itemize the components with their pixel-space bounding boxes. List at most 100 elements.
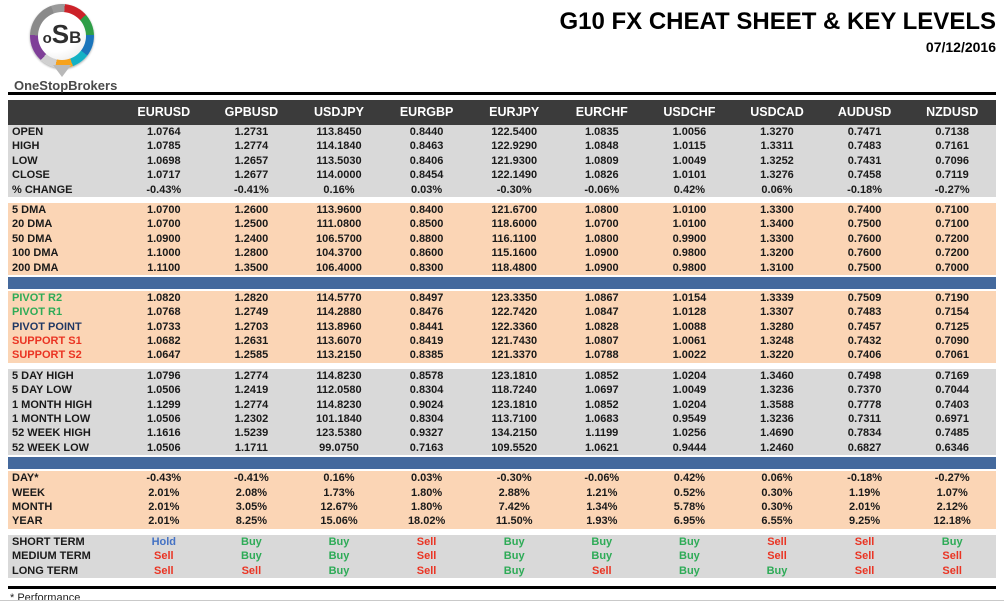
signal-cell: Buy: [679, 535, 700, 548]
value-cell: 1.2460: [760, 441, 794, 454]
value-cell: 1.1100: [147, 261, 181, 274]
row-label: PIVOT POINT: [12, 320, 82, 333]
table-row: 20 DMA 1.0700 1.2500 111.0800 0.8500 118.6000…: [8, 217, 996, 231]
signal-cell: Sell: [592, 564, 612, 577]
value-cell: 0.8440: [409, 126, 444, 138]
value-cell: 114.8230: [316, 398, 362, 411]
section-performance: DAY* -0.43% -0.41% 0.16% 0.03% -0.30% -0.06% 0.…: [8, 471, 996, 529]
header-divider-rule: [8, 92, 996, 95]
section-ranges: 5 DAY HIGH 1.0796 1.2774 114.8230 0.8578 123.…: [8, 368, 996, 456]
value-cell: 114.2880: [316, 306, 362, 319]
table-row: 52 WEEK HIGH 1.1616 1.5239 123.5380 0.9327 13…: [8, 426, 996, 440]
table-row: 52 WEEK LOW 1.0506 1.1711 99.0750 0.7163 109.…: [8, 441, 996, 455]
value-cell: 0.8406: [409, 154, 444, 167]
value-cell: 1.34%: [586, 500, 618, 513]
table-row: PIVOT R1 1.0768 1.2749 114.2880 0.8476 122.74…: [8, 305, 996, 319]
table-row: LOW 1.0698 1.2657 113.5030 0.8406 121.9300 1.0…: [8, 154, 996, 168]
value-cell: 1.80%: [410, 500, 443, 513]
value-cell: 18.02%: [407, 515, 446, 528]
page-bottom-line: [0, 600, 1004, 601]
signal-cell: Sell: [767, 535, 787, 548]
value-cell: 0.9900: [672, 232, 707, 245]
value-cell: 1.3588: [760, 398, 794, 411]
value-cell: -0.27%: [934, 472, 970, 485]
signal-cell: Sell: [942, 550, 962, 563]
value-cell: -0.43%: [146, 183, 182, 196]
signal-cell: Buy: [591, 535, 613, 548]
value-cell: 122.5400: [491, 126, 538, 138]
value-cell: 0.7163: [409, 441, 444, 454]
value-cell: 9.25%: [848, 515, 881, 528]
table-row: 5 DAY LOW 1.0506 1.2419 112.0580 0.8304 118.7…: [8, 383, 996, 397]
value-cell: 0.8304: [409, 384, 444, 397]
value-cell: 121.9300: [491, 154, 538, 167]
value-cell: 1.3300: [760, 203, 794, 216]
section-trend: SHORT TERM Hold Buy Buy Sell Buy Buy Buy Sell Sel…: [8, 534, 996, 578]
signal-cell: Buy: [328, 564, 350, 577]
value-cell: 1.1199: [585, 427, 619, 440]
value-cell: 1.3300: [760, 232, 794, 245]
value-cell: 1.0800: [584, 232, 619, 245]
row-label: 1 MONTH LOW: [12, 413, 91, 426]
value-cell: 1.3100: [760, 261, 794, 274]
value-cell: 1.19%: [848, 486, 881, 499]
value-cell: 0.8454: [409, 169, 444, 182]
value-cell: 101.1840: [316, 413, 362, 426]
value-cell: 1.0506: [146, 384, 181, 397]
value-cell: 0.8463: [409, 140, 444, 153]
value-cell: 1.1616: [146, 427, 181, 440]
signal-cell: Sell: [154, 564, 174, 577]
value-cell: 113.8450: [316, 126, 362, 138]
signal-cell: Buy: [328, 550, 350, 563]
value-cell: 0.52%: [673, 486, 705, 499]
value-cell: 114.5770: [316, 291, 362, 304]
signal-cell: Sell: [854, 550, 875, 563]
value-cell: 0.8500: [409, 218, 444, 231]
value-cell: 1.3236: [760, 384, 794, 397]
table-row: LONG TERM Sell Sell Buy Sell Buy Sell Buy Buy Sel…: [8, 564, 996, 578]
value-cell: 1.0088: [672, 320, 707, 333]
value-cell: 0.7483: [847, 140, 882, 153]
value-cell: 1.0621: [584, 441, 619, 454]
row-label: YEAR: [12, 515, 43, 528]
value-cell: 1.0100: [672, 203, 707, 216]
logo-letter-b: B: [69, 28, 82, 47]
column-header-usdchf: USDCHF: [663, 105, 716, 119]
value-cell: 0.7509: [847, 291, 882, 304]
value-cell: 0.9024: [409, 398, 444, 411]
value-cell: 0.8800: [409, 232, 444, 245]
value-cell: 1.1711: [234, 441, 268, 454]
value-cell: 1.0852: [584, 369, 619, 382]
row-label: HIGH: [12, 140, 40, 153]
value-cell: 1.0768: [146, 306, 181, 319]
value-cell: 1.3500: [234, 261, 269, 274]
value-cell: 1.0788: [584, 349, 619, 362]
value-cell: 0.8476: [409, 306, 444, 319]
value-cell: 0.7431: [847, 154, 882, 167]
row-label: MEDIUM TERM: [12, 550, 91, 563]
logo-pin-tail: [53, 65, 71, 77]
value-cell: 1.0820: [146, 291, 181, 304]
value-cell: 0.8400: [409, 203, 444, 216]
value-cell: 0.42%: [673, 183, 705, 196]
title-block: G10 FX CHEAT SHEET & KEY LEVELS 07/12/20…: [559, 8, 996, 55]
row-label: 52 WEEK LOW: [12, 441, 90, 454]
value-cell: 1.0785: [146, 140, 181, 153]
value-cell: 112.0580: [316, 384, 362, 397]
logo-letter-s: S: [51, 19, 70, 49]
table-header-row: EURUSD GPBUSD USDJPY EURGBP EURJPY EURCHF USDC…: [8, 100, 996, 125]
row-label: PIVOT R1: [12, 306, 63, 319]
table-row: MEDIUM TERM Sell Buy Buy Sell Buy Buy Buy Sell Se…: [8, 549, 996, 563]
value-cell: 12.67%: [320, 500, 358, 513]
value-cell: 1.07%: [936, 486, 968, 499]
value-cell: 1.0154: [672, 291, 707, 304]
value-cell: 1.0204: [672, 369, 707, 382]
value-cell: 0.7370: [847, 384, 882, 397]
value-cell: 0.7090: [935, 335, 970, 348]
value-cell: 121.6700: [491, 203, 538, 216]
value-cell: 1.2657: [234, 154, 269, 167]
value-cell: 0.9800: [672, 261, 707, 274]
value-cell: 1.3236: [760, 413, 794, 426]
value-cell: 114.1840: [316, 140, 362, 153]
